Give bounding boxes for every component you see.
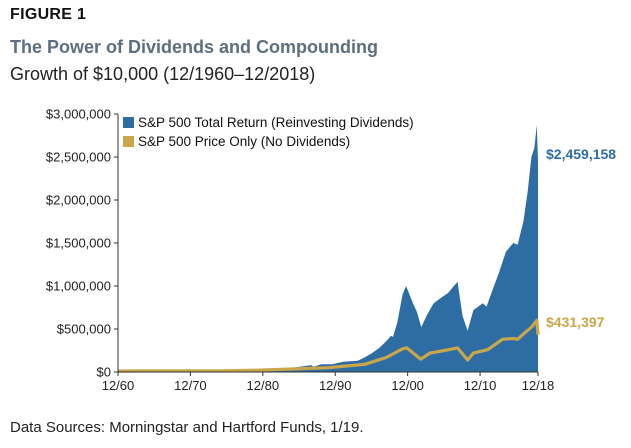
data-source-note: Data Sources: Morningstar and Hartford F… <box>10 419 364 436</box>
x-tick-label: 12/60 <box>102 378 135 393</box>
legend-label-total-return: S&P 500 Total Return (Reinvesting Divide… <box>138 115 414 130</box>
series-line-price-only <box>117 318 540 373</box>
x-tick-label: 12/80 <box>247 378 280 393</box>
figure-label: FIGURE 1 <box>10 6 87 23</box>
y-tick-label: $1,000,000 <box>46 279 111 294</box>
series-layer <box>117 125 540 373</box>
y-tick-label: $500,000 <box>57 322 111 337</box>
x-tick-label: 12/90 <box>319 378 352 393</box>
y-tick-label: $2,000,000 <box>46 193 111 208</box>
x-tick-label: 12/10 <box>464 378 497 393</box>
chart-subtitle: Growth of $10,000 (12/1960–12/2018) <box>10 64 316 84</box>
chart-title: The Power of Dividends and Compounding <box>10 37 378 57</box>
end-label-total-return: $2,459,158 <box>546 146 616 162</box>
y-tick-label: $0 <box>97 365 111 380</box>
x-tick-label: 12/18 <box>522 378 555 393</box>
y-tick-label: $1,500,000 <box>46 236 111 251</box>
end-label-price-only: $431,397 <box>546 314 605 330</box>
y-tick-label: $2,500,000 <box>46 150 111 165</box>
legend-label-price-only: S&P 500 Price Only (No Dividends) <box>138 134 350 149</box>
axes-layer: $0 $500,000 $1,000,000 $1,500,000 $2,000,000… <box>46 107 554 394</box>
y-tick-label: $3,000,000 <box>46 107 111 122</box>
x-tick-label: 12/70 <box>174 378 207 393</box>
legend-swatch-total-return <box>123 117 134 128</box>
series-area-total-return <box>117 125 539 372</box>
x-tick-label: 12/00 <box>391 378 424 393</box>
legend: S&P 500 Total Return (Reinvesting Divide… <box>123 115 414 149</box>
legend-swatch-price-only <box>123 136 134 147</box>
